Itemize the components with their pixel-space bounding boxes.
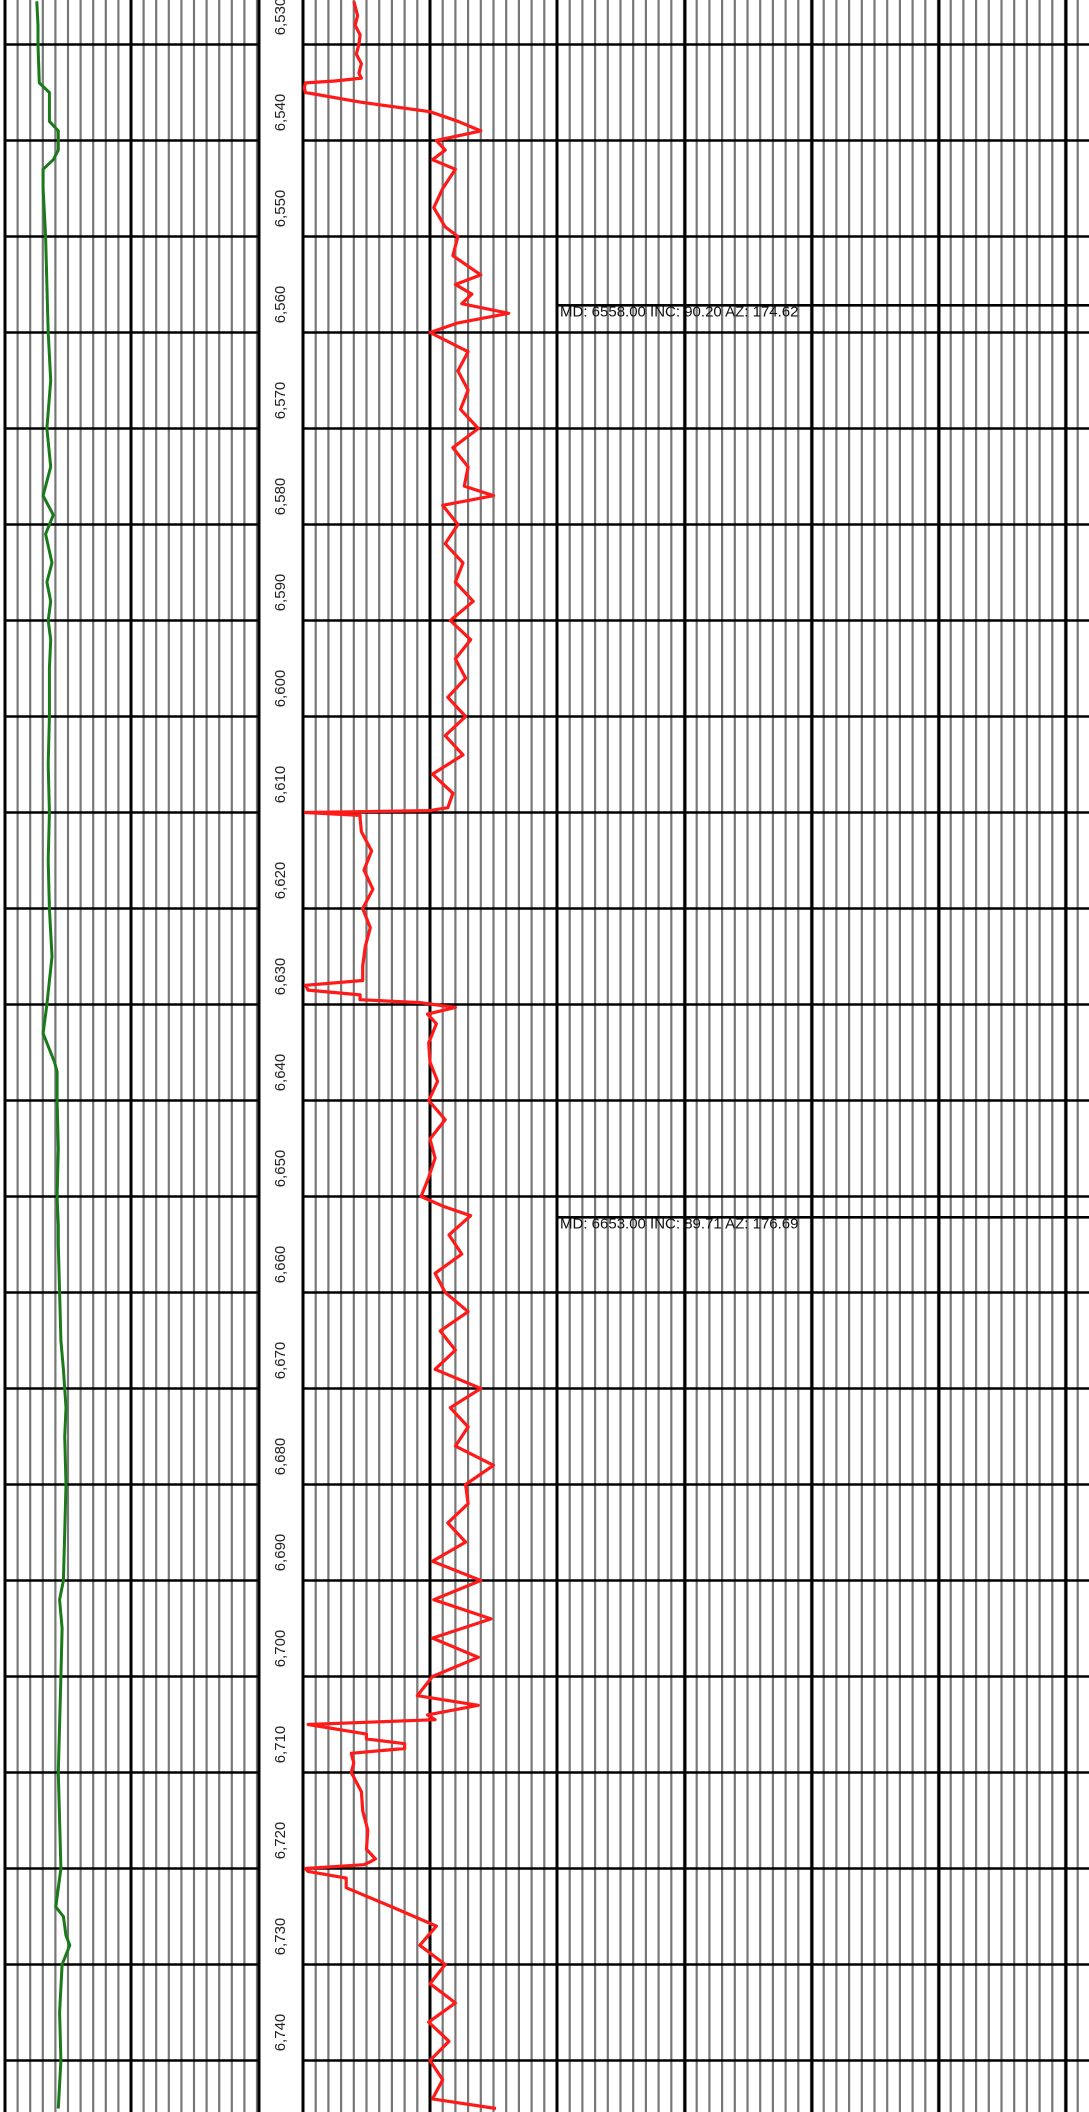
- depth-tick-label: 6,670: [272, 1342, 289, 1380]
- grid: [3, 0, 1089, 2112]
- survey-annotation: MD: 6558.00 INC: 90.20 AZ: 174.62: [560, 303, 798, 320]
- green-curve: [35, 1, 72, 2109]
- depth-tick-label: 6,620: [272, 862, 289, 900]
- depth-tick-label: 6,570: [272, 382, 289, 420]
- depth-tick-label: 6,610: [272, 766, 289, 804]
- depth-tick-label: 6,590: [272, 574, 289, 612]
- depth-tick-label: 6,640: [272, 1054, 289, 1092]
- depth-tick-label: 6,710: [272, 1726, 289, 1764]
- depth-tick-label: 6,720: [272, 1822, 289, 1860]
- depth-tick-label: 6,740: [272, 2014, 289, 2052]
- depth-tick-label: 6,560: [272, 286, 289, 324]
- depth-tick-label: 6,580: [272, 478, 289, 516]
- red-curve: [302, 0, 511, 2111]
- depth-tick-labels: 6,530 6,540 6,550 6,560 6,570 6,580 6,590 6,600…: [272, 0, 289, 2051]
- depth-tick-label: 6,730: [272, 1918, 289, 1956]
- depth-tick-label: 6,540: [272, 94, 289, 132]
- depth-tick-label: 6,700: [272, 1630, 289, 1668]
- depth-tick-label: 6,690: [272, 1534, 289, 1572]
- depth-tick-label: 6,600: [272, 670, 289, 708]
- depth-tick-label: 6,630: [272, 958, 289, 996]
- depth-tick-label: 6,530: [272, 0, 289, 35]
- annotations: MD: 6558.00 INC: 90.20 AZ: 174.62 MD: 665…: [557, 303, 1089, 1232]
- depth-tick-label: 6,550: [272, 190, 289, 228]
- depth-tick-label: 6,660: [272, 1246, 289, 1284]
- depth-tick-label: 6,650: [272, 1150, 289, 1188]
- survey-annotation: MD: 6653.00 INC: 89.71 AZ: 176.69: [560, 1215, 798, 1232]
- depth-tick-label: 6,680: [272, 1438, 289, 1476]
- curves: [35, 0, 511, 2111]
- depth-column: [260, 0, 302, 2112]
